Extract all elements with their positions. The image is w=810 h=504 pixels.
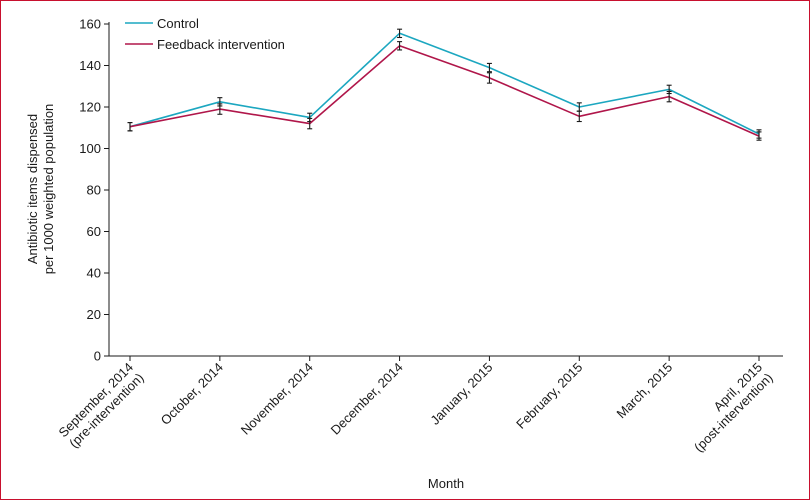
y-tick-label: 80 (87, 183, 101, 198)
y-axis-title: Antibiotic items dispensedper 1000 weigh… (25, 104, 56, 275)
series-line (129, 44, 760, 137)
y-tick-label: 100 (79, 141, 101, 156)
x-tick-label: January, 2015 (427, 360, 495, 428)
x-tick-label-line: February, 2015 (513, 360, 585, 432)
legend: Control Feedback intervention (125, 16, 285, 52)
series-1 (127, 41, 762, 141)
x-tick-label: September, 2014(pre-intervention) (55, 360, 146, 451)
x-tick-label: April, 2015(post-intervention) (680, 360, 775, 455)
x-tick-label: November, 2014 (238, 360, 316, 438)
axes: 0 20 40 60 80 100 120 140 160 September, 2014(pre… (55, 17, 783, 455)
y-tick-label: 0 (94, 349, 101, 364)
x-tick-label: March, 2015 (614, 360, 676, 422)
x-tick-label: February, 2015 (513, 360, 585, 432)
x-tick-label-line: November, 2014 (238, 360, 316, 438)
x-tick-label-line: December, 2014 (328, 360, 406, 438)
y-tick-label: 120 (79, 100, 101, 115)
series-layer (127, 28, 762, 141)
x-tick-label: October, 2014 (158, 360, 226, 428)
x-tick-label-line: October, 2014 (158, 360, 226, 428)
y-tick-label: 40 (87, 266, 101, 281)
x-tick-label: December, 2014 (328, 360, 406, 438)
x-tick-label-line: March, 2015 (614, 360, 676, 422)
y-tick-label: 140 (79, 58, 101, 73)
series-line (129, 32, 760, 135)
y-tick-label: 60 (87, 224, 101, 239)
y-axis-title-line: Antibiotic items dispensed (25, 114, 40, 264)
legend-label: Feedback intervention (157, 37, 285, 52)
x-tick-label-line: January, 2015 (427, 360, 495, 428)
legend-label: Control (157, 16, 199, 31)
y-tick-label: 160 (79, 17, 101, 32)
y-axis-title-line: per 1000 weighted population (41, 104, 56, 275)
x-axis-title: Month (428, 476, 464, 491)
y-tick-label: 20 (87, 307, 101, 322)
